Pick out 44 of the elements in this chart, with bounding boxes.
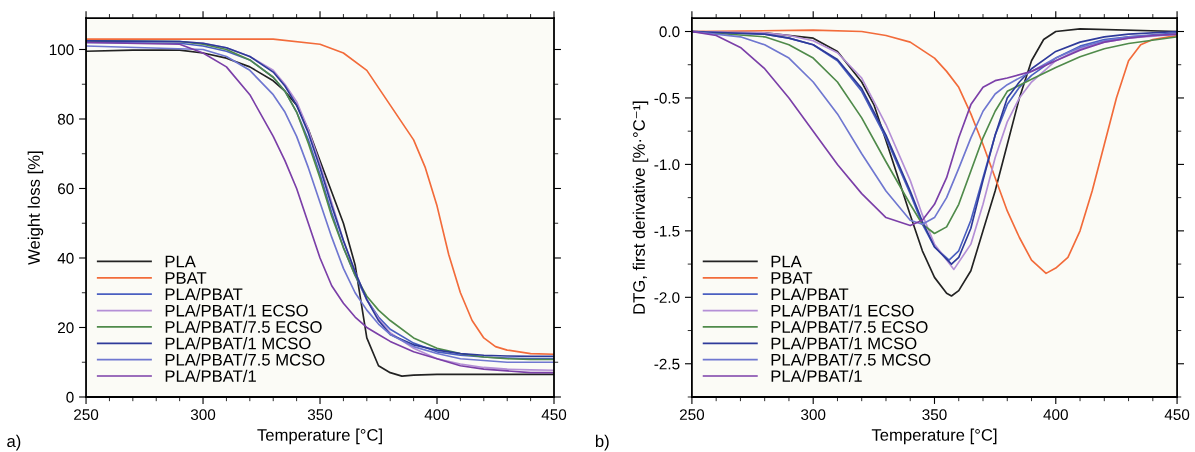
y-tick-label: 0.0 xyxy=(659,26,680,38)
x-tick-label: 450 xyxy=(541,409,567,421)
legend-label: PLA/PBAT/7.5 MCSO xyxy=(165,353,325,366)
legend-label: PLA/PBAT xyxy=(165,287,243,301)
x-tick-label: 350 xyxy=(307,409,333,421)
legend-label: PLA/PBAT/7.5 ECSO xyxy=(771,320,928,333)
x-tick-label: 450 xyxy=(1164,409,1190,421)
legend-label: PLA/PBAT/7.5 MCSO xyxy=(771,353,931,366)
y-tick-label: 60 xyxy=(58,183,74,195)
x-axis-title: Temperature [°C] xyxy=(871,428,997,445)
legend-label: PLA xyxy=(771,255,802,268)
legend-label: PLA/PBAT/1 MCSO xyxy=(165,337,311,350)
x-tick-label: 400 xyxy=(1043,409,1068,421)
legend-label: PLA/PBAT/1 ECSO xyxy=(771,304,914,317)
y-tick-label: -1.0 xyxy=(654,159,680,171)
x-tick-label: 400 xyxy=(424,409,450,421)
y-tick-label: -1.5 xyxy=(654,225,680,237)
y-tick-label: 100 xyxy=(49,44,74,56)
legend-label: PLA/PBAT/1 ECSO xyxy=(165,304,308,317)
y-tick-label: -0.5 xyxy=(654,92,680,104)
y-tick-label: 0 xyxy=(66,391,74,403)
y-tick-label: -2.5 xyxy=(654,358,680,370)
text: a) xyxy=(7,434,21,451)
legend-label: PBAT xyxy=(771,272,813,284)
text: b) xyxy=(595,434,609,451)
x-tick-label: 250 xyxy=(679,409,705,421)
legend-label: PLA/PBAT/7.5 ECSO xyxy=(165,320,322,333)
y-tick-label: -2.0 xyxy=(654,292,680,303)
legend-label: PLA xyxy=(165,255,196,268)
legend-label: PLA/PBAT xyxy=(771,287,849,301)
y-tick-label: 80 xyxy=(57,113,74,125)
y-tick-label: 40 xyxy=(57,252,74,264)
x-tick-label: 300 xyxy=(801,409,826,421)
legend-label: PLA/PBAT/1 xyxy=(165,369,256,383)
x-tick-label: 250 xyxy=(74,409,99,421)
y-tick-label: 20 xyxy=(58,322,74,334)
x-tick-label: 350 xyxy=(922,409,947,421)
y-axis-title: Weight loss [%] xyxy=(27,151,44,265)
legend-label: PBAT xyxy=(165,272,207,284)
x-axis-title: Temperature [°C] xyxy=(257,428,382,445)
legend-label: PLA/PBAT/1 xyxy=(771,369,862,383)
legend-label: PLA/PBAT/1 MCSO xyxy=(771,337,917,350)
y-axis-title: DTG, first derivative [%·°C⁻¹] xyxy=(632,101,649,314)
x-tick-label: 300 xyxy=(190,409,216,421)
